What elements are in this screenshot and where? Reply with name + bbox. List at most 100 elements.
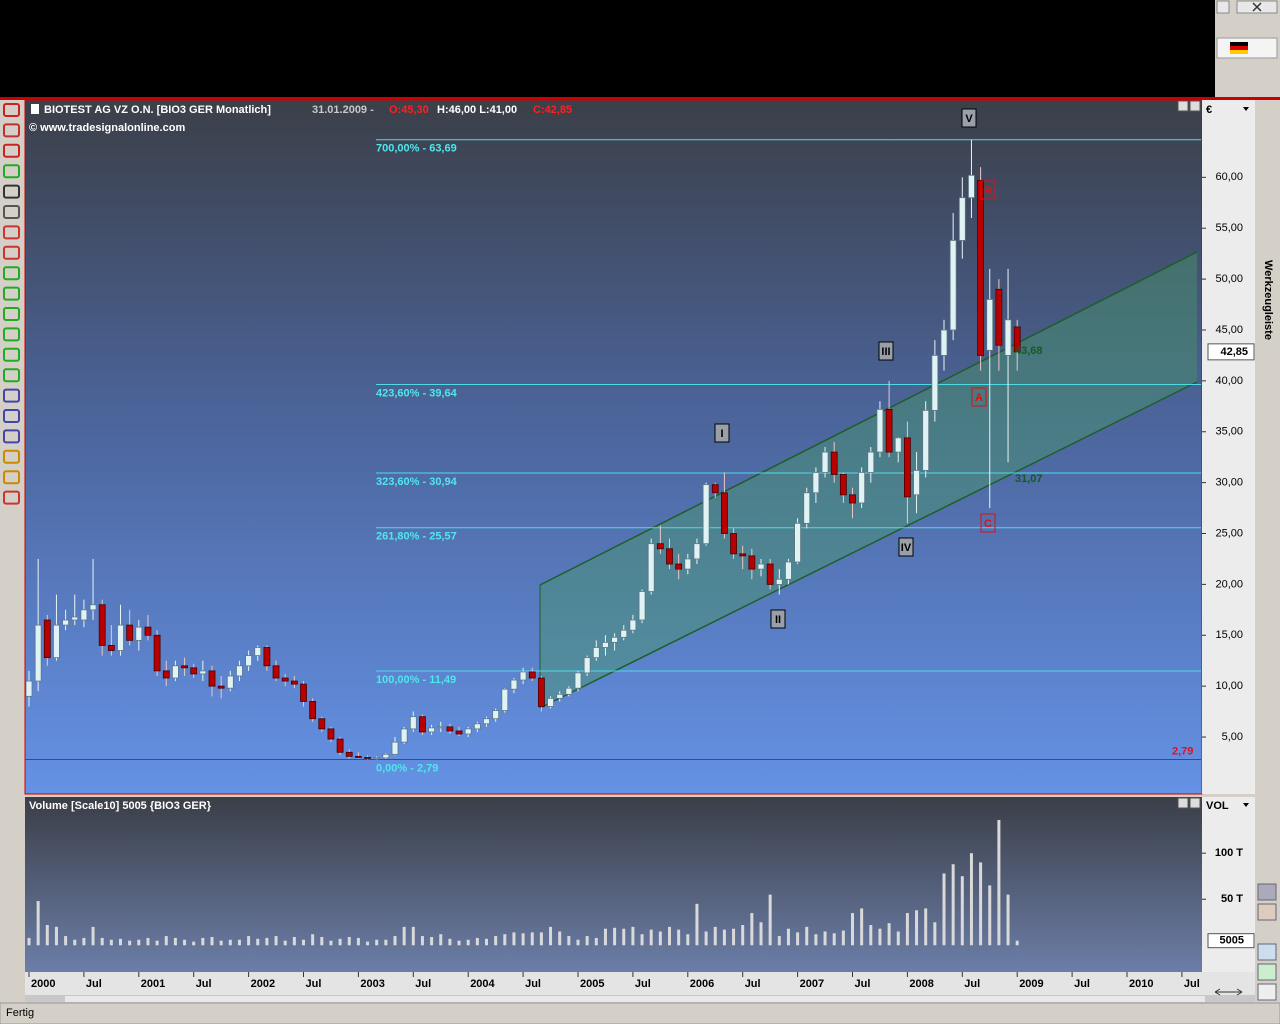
x-tick-label: Jul xyxy=(86,978,102,990)
volume-bar xyxy=(503,934,507,946)
tool-button[interactable] xyxy=(3,266,20,281)
y-tick-label: 40,00 xyxy=(1215,375,1243,387)
volume-bar xyxy=(558,931,562,946)
tool-button[interactable] xyxy=(3,143,20,158)
candle-body xyxy=(318,718,326,730)
candle-body xyxy=(309,701,317,720)
tool-button[interactable] xyxy=(3,225,20,240)
candle-body xyxy=(894,437,902,453)
wave-label-box xyxy=(980,180,996,200)
candle-body xyxy=(428,727,436,733)
panel-maximize[interactable] xyxy=(1177,797,1189,809)
title-high-low: H:46,00 L:41,00 xyxy=(437,104,517,116)
volume-bar xyxy=(466,939,470,946)
candle-body xyxy=(382,753,390,759)
title-close: C:42,85 xyxy=(533,104,572,116)
tool-button[interactable] xyxy=(3,307,20,321)
volume-bar xyxy=(356,937,360,946)
y-tick-label: 10,00 xyxy=(1215,680,1243,692)
tool-button[interactable] xyxy=(3,347,20,362)
tool-button[interactable] xyxy=(1257,903,1277,921)
tool-button[interactable] xyxy=(3,205,20,219)
volume-bar xyxy=(512,932,516,946)
fib-label: 323,60% - 30,94 xyxy=(376,476,458,488)
x-tick-label: Jul xyxy=(306,978,322,990)
tool-button[interactable] xyxy=(3,164,20,179)
restore-button[interactable] xyxy=(1216,0,1230,14)
close-icon xyxy=(1252,2,1262,12)
candle-body xyxy=(913,470,920,496)
candle-body xyxy=(675,563,683,570)
volume-bar xyxy=(960,876,964,946)
volume-bar xyxy=(402,926,406,946)
tool-button[interactable] xyxy=(3,286,20,301)
candle-body xyxy=(473,723,481,730)
candle-body xyxy=(876,408,884,453)
volume-bar xyxy=(366,941,370,946)
wave-label: C xyxy=(984,518,992,530)
tool-button[interactable] xyxy=(3,103,20,117)
volume-bar xyxy=(905,913,909,946)
scroll-thumb[interactable] xyxy=(65,996,1205,1002)
zoom-arrows[interactable] xyxy=(1214,988,1243,996)
tool-button[interactable] xyxy=(3,490,20,505)
candle-body xyxy=(693,543,701,560)
current-price-box xyxy=(1207,343,1255,361)
tool-button[interactable] xyxy=(3,409,20,423)
tool-button[interactable] xyxy=(3,184,20,199)
y-tick-label: 25,00 xyxy=(1215,527,1243,539)
candle-body xyxy=(419,716,426,733)
candle-body xyxy=(409,716,417,730)
volume-bar xyxy=(45,925,49,946)
candle-body xyxy=(190,667,198,675)
candle-body xyxy=(43,619,51,659)
volume-bar xyxy=(338,938,342,946)
tool-button[interactable] xyxy=(3,368,20,383)
volume-bar xyxy=(265,937,269,946)
tool-button[interactable] xyxy=(3,449,20,464)
tool-button[interactable] xyxy=(3,470,20,485)
y-tick-label: 55,00 xyxy=(1215,222,1243,234)
tool-button[interactable] xyxy=(3,245,20,260)
y-tick-label: 60,00 xyxy=(1215,171,1243,183)
candle-body xyxy=(739,553,747,557)
candle-body xyxy=(263,647,271,667)
tool-button[interactable] xyxy=(1257,963,1277,981)
volume-bar xyxy=(631,926,635,946)
axis-menu[interactable] xyxy=(1243,107,1249,111)
candle-body xyxy=(1013,326,1021,353)
volume-bar xyxy=(878,928,882,946)
panel-icon xyxy=(31,104,39,114)
candle-body xyxy=(867,451,875,473)
x-axis xyxy=(25,972,1255,995)
y-tick-label: 15,00 xyxy=(1215,629,1243,641)
x-tick-label: Jul xyxy=(1184,978,1200,990)
tool-button[interactable] xyxy=(3,429,20,444)
panel-close[interactable] xyxy=(1189,100,1201,112)
volume-bar xyxy=(713,926,717,946)
volume-bar xyxy=(192,941,196,946)
panel-close[interactable] xyxy=(1189,797,1201,809)
volume-tick-label: 50 T xyxy=(1221,893,1243,905)
axis-menu[interactable] xyxy=(1243,803,1249,807)
tool-button[interactable] xyxy=(3,388,20,403)
volume-bar xyxy=(347,937,351,946)
candle-body xyxy=(107,645,115,651)
volume-bar xyxy=(155,940,159,946)
panel-maximize[interactable] xyxy=(1177,100,1189,112)
candle-body xyxy=(602,641,609,648)
tool-button[interactable] xyxy=(3,327,20,342)
x-tick-label: Jul xyxy=(1074,978,1090,990)
candle-body xyxy=(839,474,847,496)
volume-bars xyxy=(27,820,1019,946)
tool-button[interactable] xyxy=(3,123,20,138)
candle-body xyxy=(812,472,820,494)
candle-body xyxy=(25,680,33,697)
candle-body xyxy=(629,619,637,631)
candle-body xyxy=(922,409,930,471)
volume-bar xyxy=(741,925,745,946)
tool-button[interactable] xyxy=(1257,943,1277,961)
tool-button[interactable] xyxy=(1257,983,1277,1001)
volume-bar xyxy=(549,926,553,946)
tool-button[interactable] xyxy=(1257,883,1277,901)
